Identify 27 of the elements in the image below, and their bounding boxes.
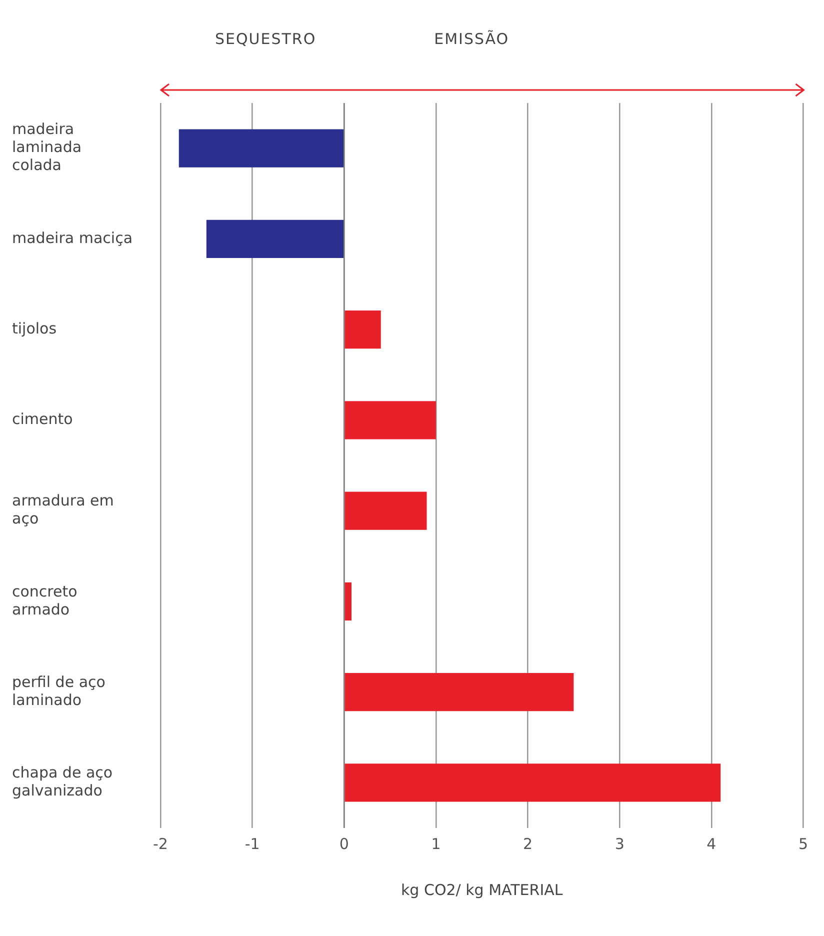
x-tick-label: 5	[798, 834, 808, 853]
bar	[344, 492, 427, 530]
y-tick-label: tijolos	[12, 319, 57, 338]
bar	[344, 310, 381, 349]
text: SEQUESTRO	[214, 30, 316, 48]
y-tick-label: perfil de aço laminado	[12, 672, 106, 709]
x-tick-label: 3	[614, 834, 624, 853]
x-axis-title: kg CO2/ kg MATERIAL	[400, 880, 564, 899]
x-tick-label: 2	[523, 834, 533, 853]
y-tick-label: concreto armado	[12, 582, 78, 618]
x-tick-label: -2	[153, 834, 168, 853]
bar	[344, 673, 574, 712]
y-tick-label: chapa de aço galvanizado	[12, 764, 113, 800]
bar	[206, 220, 344, 258]
bar	[344, 401, 436, 440]
x-tick-label: 4	[706, 834, 716, 853]
x-tick-label: -1	[244, 834, 260, 853]
bar	[344, 582, 352, 620]
y-tick-label: armadura em aço	[12, 492, 114, 528]
y-tick-label: cimento	[12, 410, 73, 428]
y-tick-label: madeira laminada colada	[12, 120, 82, 174]
y-tick-label: madeira maciça	[12, 228, 133, 247]
text: EMISSÃO	[434, 30, 510, 48]
x-tick-label: 1	[431, 834, 441, 853]
x-tick-label: 0	[339, 834, 349, 853]
bar	[344, 764, 721, 802]
bar	[178, 129, 344, 168]
